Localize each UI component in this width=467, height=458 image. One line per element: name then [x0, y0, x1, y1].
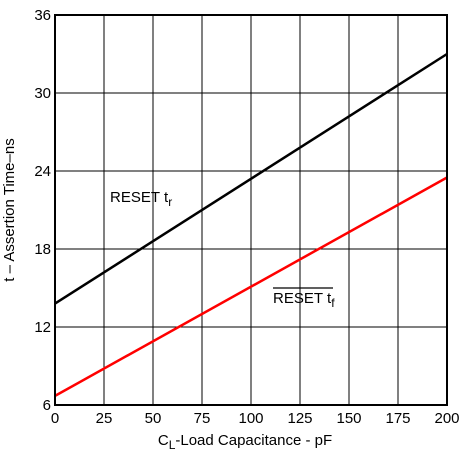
- y-tick-labels: 6 12 18 24 30 36: [34, 7, 51, 414]
- y-tick-label: 6: [43, 397, 51, 414]
- x-tick-label: 50: [145, 410, 162, 427]
- x-tick-label: 125: [287, 410, 312, 427]
- x-tick-label: 0: [51, 410, 59, 427]
- y-tick-label: 30: [34, 85, 51, 102]
- y-tick-label: 36: [34, 7, 51, 24]
- series-label-prefix: t: [164, 189, 169, 206]
- grid: [54, 14, 448, 406]
- series-label-1: RESET tr: [110, 189, 172, 209]
- x-tick-label: 100: [238, 410, 263, 427]
- x-tick-label: 150: [336, 410, 361, 427]
- series-label-2: RESET tf: [273, 290, 335, 310]
- x-tick-label: 200: [434, 410, 459, 427]
- series-label-main: RESET: [273, 290, 323, 307]
- x-axis-label-main: C: [158, 432, 169, 449]
- y-axis-label: t – Assertion Time–ns: [1, 138, 18, 281]
- x-tick-label: 75: [194, 410, 211, 427]
- series-line-1: [54, 52, 448, 305]
- series-lines: [54, 52, 448, 397]
- series-label-sub: f: [331, 296, 335, 310]
- x-axis-label: CL-Load Capacitance - pF: [158, 432, 332, 452]
- series-label-main: RESET: [110, 189, 160, 206]
- x-tick-labels: 0 25 50 75 100 125 150 175 200: [51, 410, 460, 427]
- y-tick-label: 18: [34, 241, 51, 258]
- series-label-sub: r: [168, 195, 172, 209]
- y-tick-label: 12: [34, 319, 51, 336]
- x-axis-label-sub: L: [169, 438, 176, 452]
- x-tick-label: 25: [96, 410, 113, 427]
- x-tick-label: 175: [385, 410, 410, 427]
- x-axis-label-rest: -Load Capacitance - pF: [175, 432, 332, 449]
- y-tick-label: 24: [34, 163, 51, 180]
- series-label-prefix: t: [327, 290, 332, 307]
- series-line-2: [54, 176, 448, 397]
- plot-frame: [54, 14, 448, 406]
